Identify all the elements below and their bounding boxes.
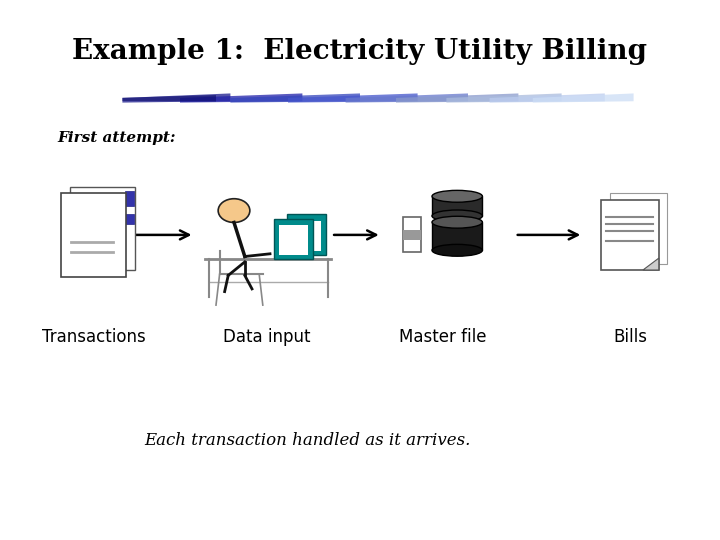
Ellipse shape bbox=[432, 190, 482, 202]
PathPatch shape bbox=[446, 93, 562, 103]
FancyBboxPatch shape bbox=[601, 200, 659, 270]
Bar bbox=[125, 191, 134, 206]
PathPatch shape bbox=[122, 93, 230, 103]
FancyBboxPatch shape bbox=[279, 225, 308, 255]
Text: Master file: Master file bbox=[399, 328, 487, 347]
Bar bbox=[432, 222, 482, 251]
PathPatch shape bbox=[533, 93, 634, 103]
PathPatch shape bbox=[643, 258, 659, 270]
PathPatch shape bbox=[396, 93, 518, 103]
FancyBboxPatch shape bbox=[403, 217, 421, 252]
Text: Example 1:  Electricity Utility Billing: Example 1: Electricity Utility Billing bbox=[73, 38, 647, 65]
Text: Each transaction handled as it arrives.: Each transaction handled as it arrives. bbox=[144, 431, 470, 449]
Ellipse shape bbox=[432, 216, 482, 228]
FancyBboxPatch shape bbox=[610, 193, 667, 264]
Text: Data input: Data input bbox=[222, 328, 310, 347]
Circle shape bbox=[218, 199, 250, 222]
Text: Transactions: Transactions bbox=[42, 328, 145, 347]
PathPatch shape bbox=[230, 93, 360, 103]
Bar bbox=[403, 230, 421, 240]
PathPatch shape bbox=[346, 93, 468, 103]
Text: Bills: Bills bbox=[613, 328, 647, 347]
PathPatch shape bbox=[490, 93, 605, 103]
FancyBboxPatch shape bbox=[287, 214, 326, 255]
Text: First attempt:: First attempt: bbox=[58, 131, 176, 145]
FancyBboxPatch shape bbox=[61, 193, 126, 277]
FancyBboxPatch shape bbox=[70, 186, 135, 271]
PathPatch shape bbox=[122, 95, 216, 102]
Ellipse shape bbox=[432, 244, 482, 256]
PathPatch shape bbox=[180, 93, 302, 103]
Bar bbox=[125, 214, 134, 225]
FancyBboxPatch shape bbox=[274, 219, 313, 259]
Ellipse shape bbox=[432, 210, 482, 222]
Bar bbox=[432, 196, 482, 216]
PathPatch shape bbox=[288, 93, 418, 103]
FancyBboxPatch shape bbox=[292, 221, 321, 251]
